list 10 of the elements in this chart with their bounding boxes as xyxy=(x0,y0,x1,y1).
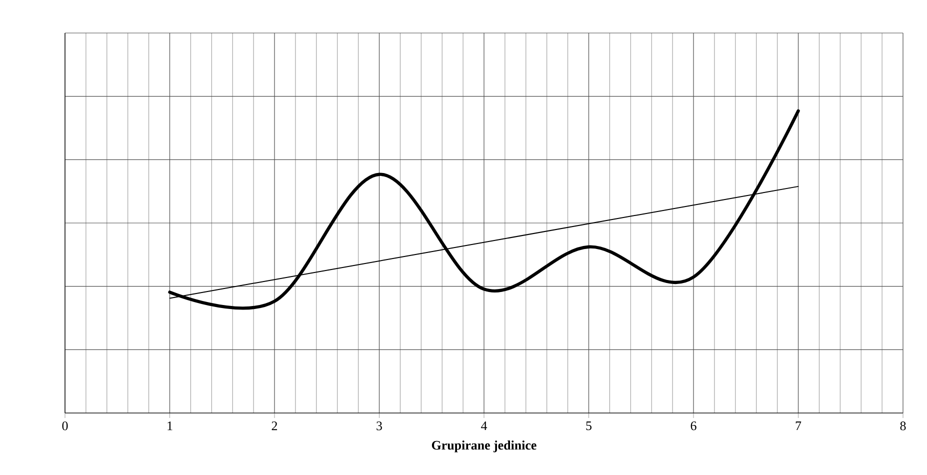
x-tick-label: 8 xyxy=(900,422,906,430)
x-tick-label: 6 xyxy=(690,422,696,430)
x-tick-label: 7 xyxy=(796,422,802,430)
x-tick-label: 5 xyxy=(586,422,592,430)
x-axis-title: Grupirane jedinice xyxy=(432,440,536,452)
x-tick-label: 2 xyxy=(272,422,278,430)
x-tick-label: 4 xyxy=(481,422,488,430)
x-tick-label: 1 xyxy=(168,422,172,430)
x-tick-label: 0 xyxy=(62,422,68,430)
x-tick-label: 3 xyxy=(376,422,382,430)
